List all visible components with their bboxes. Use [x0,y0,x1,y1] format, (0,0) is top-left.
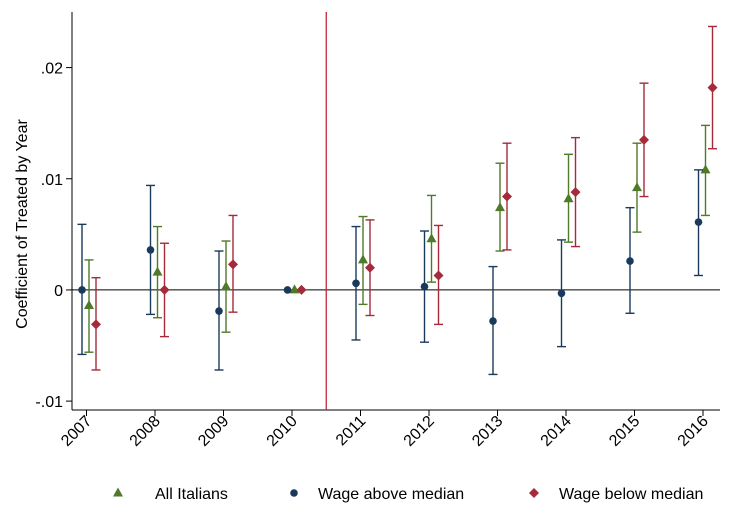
data-point [707,82,718,93]
data-point [289,284,300,294]
data-point [159,284,170,295]
data-point [433,270,444,281]
data-point [489,317,497,325]
data-point [283,286,292,294]
data-point [502,191,512,202]
data-point [426,233,437,243]
y-tick-label: 0 [54,283,63,300]
reference-lines [72,12,720,410]
data-point [700,164,711,174]
data-point [570,187,581,198]
data-point [352,279,360,288]
legend-label: Wage above median [318,486,464,503]
legend: All Italians Wage above median Wage below … [113,486,703,503]
data-point [639,134,649,145]
chart-marks [77,25,718,376]
data-point [296,284,307,295]
data-point [152,266,163,276]
data-point [84,299,94,309]
legend-label: All Italians [155,486,228,503]
y-tick-label: .02 [41,61,63,78]
legend-marker [290,489,298,497]
data-point [495,202,505,212]
data-point [228,259,238,270]
legend-item-wage-above-median: Wage above median [290,486,464,503]
data-point [420,282,429,291]
legend-marker [113,487,123,497]
series-all-italians [84,124,711,353]
data-point [632,182,642,192]
legend-label: Wage below median [559,486,703,503]
data-point [626,257,634,265]
y-tick-label: -.01 [35,394,63,411]
data-point [78,286,86,294]
legend-marker [529,488,539,498]
data-point [91,319,101,330]
data-point [694,218,703,226]
data-point [146,246,155,254]
data-point [365,262,375,273]
data-point [358,254,368,264]
legend-item-all-italians: All Italians [113,486,228,503]
y-tick-label: .01 [41,172,63,189]
y-axis-title: Coefficient of Treated by Year [14,119,31,329]
series-wage-below-median [91,25,718,371]
data-point [557,289,566,298]
y-axis-title-group: Coefficient of Treated by Year [14,119,31,329]
data-point [221,281,231,291]
data-point [563,193,574,203]
series-wage-above-median [77,169,703,376]
legend-item-wage-below-median: Wage below median [529,486,703,503]
data-point [215,307,223,315]
